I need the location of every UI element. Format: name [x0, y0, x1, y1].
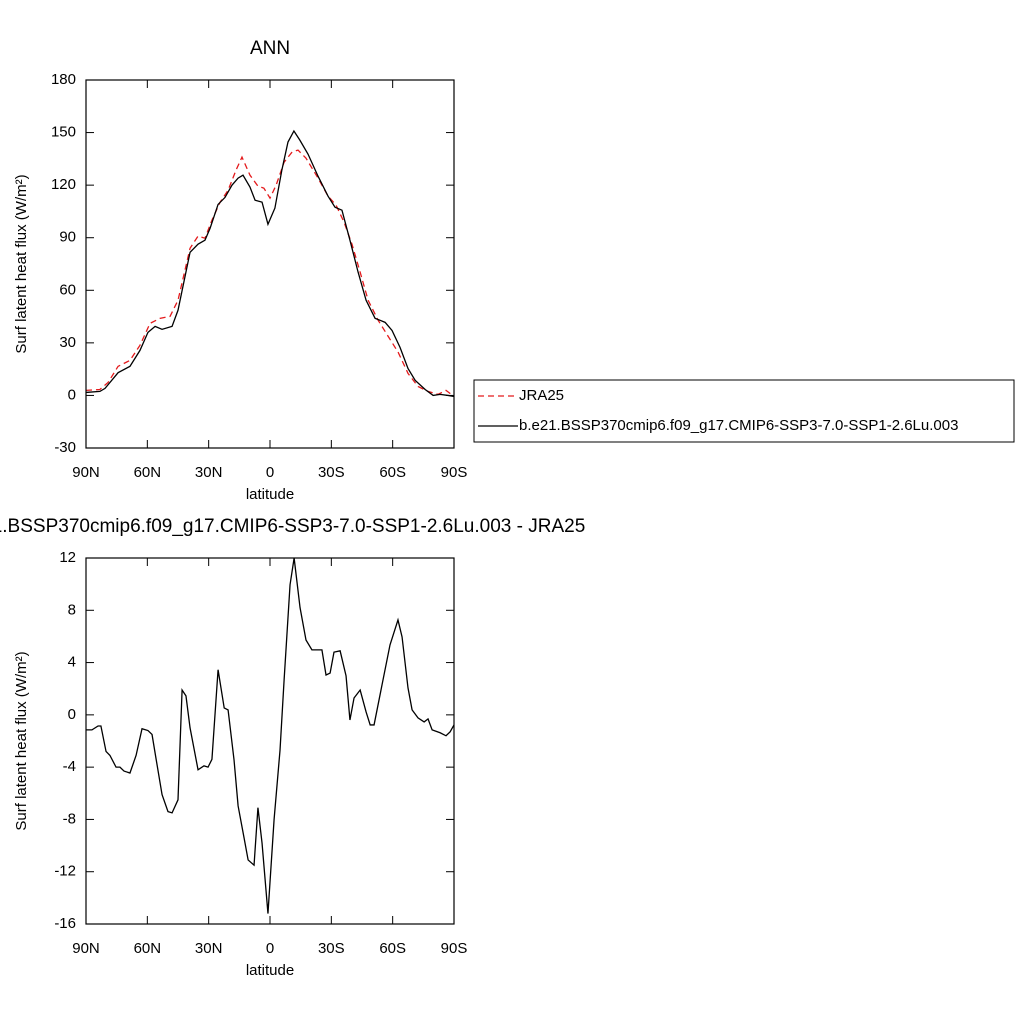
y-axis-label: Surf latent heat flux (W/m²): [13, 174, 30, 353]
x-tick-label: 30N: [195, 940, 223, 957]
x-tick-label: 60S: [379, 940, 406, 957]
y-tick-label: 30: [59, 334, 76, 351]
chart-title: b.e21.BSSP370cmip6.f09_g17.CMIP6-SSP3-7.…: [0, 516, 585, 537]
x-tick-label: 0: [266, 464, 274, 481]
x-tick-label: 30S: [318, 940, 345, 957]
y-tick-label: -16: [54, 915, 76, 932]
y-tick-label: -4: [63, 758, 76, 775]
y-axis-label: Surf latent heat flux (W/m²): [13, 651, 30, 830]
legend-label: JRA25: [519, 387, 564, 404]
y-tick-label: 8: [68, 601, 76, 618]
x-tick-label: 30N: [195, 464, 223, 481]
x-tick-label: 60N: [134, 464, 162, 481]
x-axis-label: latitude: [246, 962, 294, 979]
y-tick-label: 120: [51, 176, 76, 193]
x-tick-label: 0: [266, 940, 274, 957]
x-tick-label: 90S: [441, 464, 468, 481]
x-tick-label: 30S: [318, 464, 345, 481]
y-tick-label: -8: [63, 810, 76, 827]
legend-box: [473, 379, 1015, 443]
legend-label: b.e21.BSSP370cmip6.f09_g17.CMIP6-SSP3-7.…: [519, 417, 958, 434]
data-line: [85, 149, 455, 397]
y-tick-label: -30: [54, 439, 76, 456]
data-line: [86, 557, 455, 914]
y-tick-label: -12: [54, 863, 76, 880]
x-tick-label: 90S: [441, 940, 468, 957]
y-tick-label: 0: [68, 706, 76, 723]
data-line: [85, 129, 455, 398]
x-tick-label: 60N: [134, 940, 162, 957]
y-tick-label: 4: [68, 654, 76, 671]
y-tick-label: 180: [51, 71, 76, 88]
x-axis-label: latitude: [246, 486, 294, 503]
plot-frame: [85, 557, 455, 925]
y-tick-label: 90: [59, 229, 76, 246]
x-tick-label: 90N: [72, 940, 100, 957]
x-tick-label: 60S: [379, 464, 406, 481]
y-tick-label: 150: [51, 124, 76, 141]
y-tick-label: 0: [68, 386, 76, 403]
plot-frame: [85, 79, 455, 449]
y-tick-label: 12: [59, 549, 76, 566]
y-tick-label: 60: [59, 281, 76, 298]
x-tick-label: 90N: [72, 464, 100, 481]
chart-title: ANN: [250, 38, 290, 59]
